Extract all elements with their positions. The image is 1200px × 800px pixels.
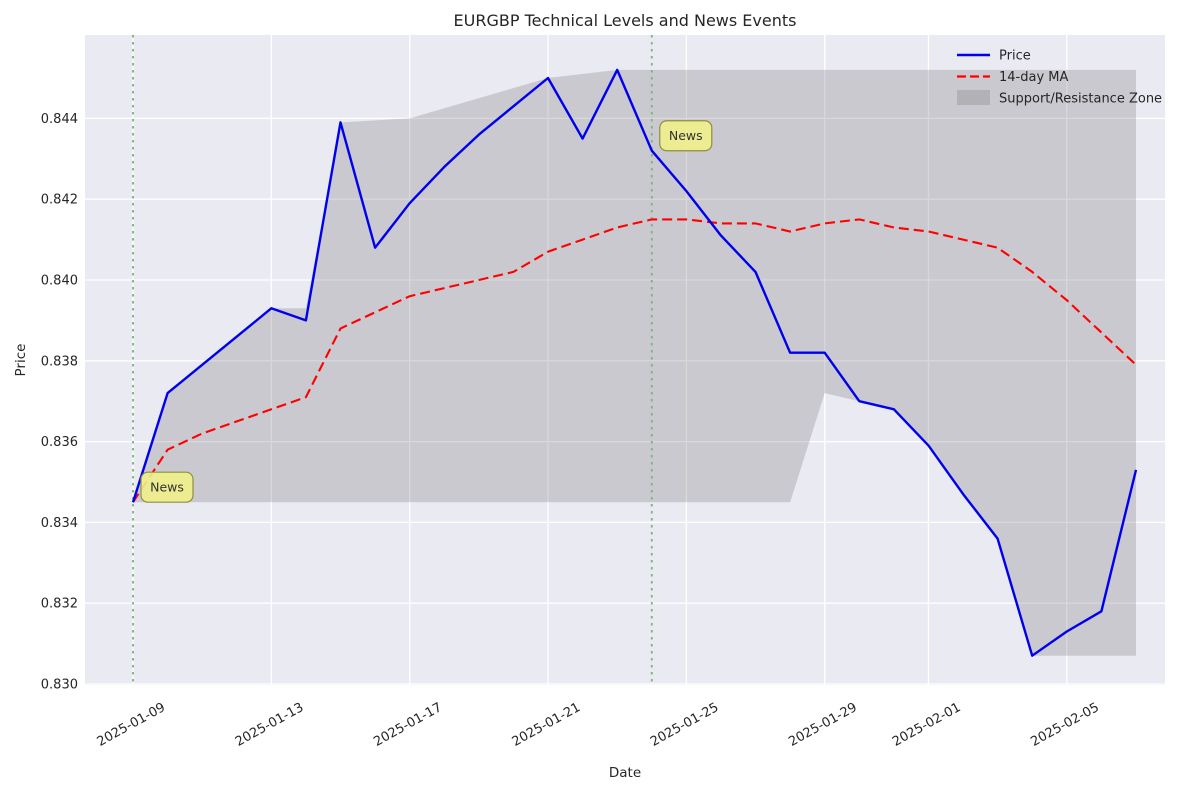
y-tick-label: 0.844 (41, 112, 78, 127)
chart-title: EURGBP Technical Levels and News Events (454, 11, 797, 30)
news-badge (140, 471, 194, 503)
x-tick-label: 2025-01-25 (648, 700, 721, 750)
legend-zone-label: Support/Resistance Zone (999, 92, 1162, 107)
y-axis-label: Price (13, 344, 29, 377)
legend-price-label: Price (999, 49, 1031, 64)
y-tick-label: 0.838 (41, 354, 78, 369)
y-tick-label: 0.836 (41, 435, 78, 450)
x-tick-label: 2025-01-29 (786, 700, 859, 750)
x-tick-label: 2025-02-05 (1028, 700, 1101, 750)
x-tick-label: 2025-01-21 (510, 700, 583, 750)
gridlines (85, 35, 1165, 685)
news-badge-text: News (150, 480, 184, 495)
news-labels: News News (140, 120, 713, 503)
y-tick-label: 0.832 (41, 597, 78, 612)
ma-line (132, 218, 1137, 503)
y-tick-label: 0.842 (41, 193, 78, 208)
x-axis-label: Date (609, 765, 641, 781)
y-axis-tick-labels: 0.830 0.832 0.834 0.836 0.838 0.840 0.842 0.844 (41, 112, 78, 693)
price-line (131, 68, 1138, 657)
y-tick-label: 0.840 (41, 274, 78, 289)
legend-zone-swatch (957, 90, 990, 105)
x-tick-label: 2025-01-17 (371, 700, 444, 750)
news-badge-text: News (669, 128, 703, 143)
legend: Price 14-day MA Support/Resistance Zone (957, 49, 1162, 107)
x-tick-label: 2025-02-01 (890, 700, 963, 750)
support-resistance-zone (133, 69, 1136, 656)
x-tick-label: 2025-01-13 (233, 700, 306, 750)
zone-polygon (133, 69, 1136, 656)
x-axis-tick-labels: 2025-01-09 2025-01-13 2025-01-17 2025-01-21… (95, 700, 1102, 750)
y-tick-label: 0.830 (41, 678, 78, 693)
plot-area (85, 35, 1165, 685)
news-badge (659, 120, 713, 152)
legend-ma-label: 14-day MA (999, 70, 1068, 85)
y-tick-label: 0.834 (41, 516, 78, 531)
x-tick-label: 2025-01-09 (95, 700, 168, 750)
